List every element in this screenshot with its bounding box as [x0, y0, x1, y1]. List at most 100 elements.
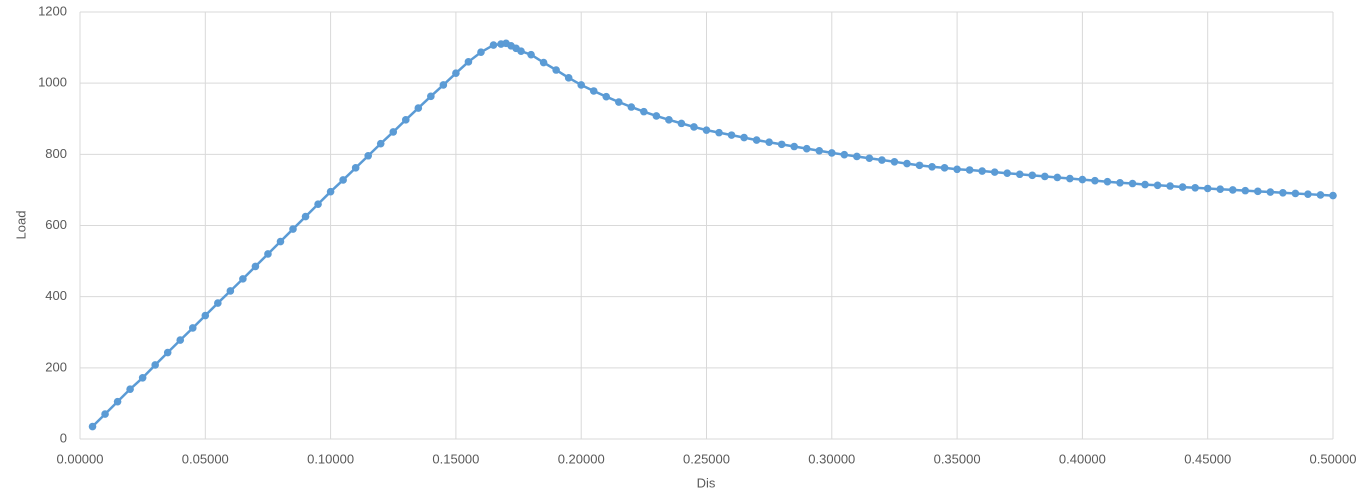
data-point [865, 154, 874, 163]
data-point [326, 187, 335, 196]
x-tick-label: 0.20000 [558, 451, 605, 466]
data-point [953, 165, 961, 174]
data-point [113, 397, 122, 406]
data-point [1015, 170, 1024, 179]
data-point [715, 128, 723, 137]
data-point [1316, 191, 1325, 199]
data-point [652, 112, 661, 120]
data-point [777, 140, 786, 149]
data-point [765, 138, 773, 147]
data-point [564, 74, 573, 82]
data-point [940, 164, 949, 172]
data-point [915, 161, 924, 170]
data-point [665, 116, 673, 124]
data-point [1291, 189, 1300, 198]
data-point [752, 136, 761, 144]
data-point [1241, 186, 1250, 195]
data-point [489, 41, 498, 49]
data-point [853, 152, 861, 161]
data-point [1178, 183, 1187, 191]
data-point [627, 103, 636, 111]
y-tick-label: 600 [45, 217, 67, 232]
data-point [226, 287, 235, 295]
data-point [1116, 179, 1124, 187]
data-point [965, 166, 974, 174]
x-tick-label: 0.30000 [808, 451, 855, 466]
data-point [414, 104, 423, 112]
x-tick-label: 0.50000 [1310, 451, 1357, 466]
data-point [314, 200, 322, 208]
data-point [214, 299, 222, 307]
data-point [727, 131, 736, 139]
data-point [1153, 181, 1162, 190]
data-point [251, 262, 260, 271]
data-point [690, 123, 698, 131]
data-point [517, 47, 525, 55]
data-point [640, 107, 648, 116]
data-point [1266, 188, 1275, 196]
data-point [276, 237, 285, 246]
x-tick-label: 0.10000 [307, 451, 354, 466]
data-point [1203, 184, 1212, 193]
data-point [815, 146, 824, 155]
y-tick-label: 800 [45, 146, 67, 161]
x-tick-label: 0.40000 [1059, 451, 1106, 466]
data-point [188, 324, 197, 332]
data-point [376, 139, 385, 148]
data-point [1041, 172, 1049, 181]
x-tick-label: 0.00000 [57, 451, 104, 466]
data-point [264, 250, 272, 258]
x-tick-label: 0.25000 [683, 451, 730, 466]
data-point [351, 164, 360, 172]
data-point [527, 50, 535, 59]
y-tick-label: 1000 [38, 75, 67, 90]
data-point [289, 225, 297, 233]
data-point [903, 159, 911, 168]
data-point [1053, 173, 1062, 182]
data-point [427, 92, 435, 101]
data-point [339, 176, 347, 184]
data-point [740, 133, 748, 142]
data-point [1103, 177, 1112, 186]
data-point [401, 116, 410, 124]
data-point [677, 119, 686, 128]
data-point [878, 156, 886, 164]
data-point [1228, 186, 1237, 194]
data-point [201, 311, 210, 320]
data-point [802, 144, 811, 153]
y-tick-label: 400 [45, 288, 67, 303]
data-point [890, 158, 899, 166]
data-point [1066, 174, 1074, 183]
data-point [151, 361, 159, 369]
data-point [978, 167, 986, 175]
data-point [1003, 169, 1012, 177]
data-point [1091, 176, 1099, 185]
data-point [163, 348, 172, 357]
data-point [828, 149, 836, 157]
data-point [1028, 171, 1037, 180]
data-point [840, 150, 849, 159]
y-tick-label: 1200 [38, 3, 67, 18]
data-point [101, 410, 109, 418]
data-point [539, 58, 548, 67]
data-point [1279, 188, 1287, 197]
data-point [790, 142, 799, 151]
data-point [88, 422, 97, 431]
data-point [176, 336, 185, 344]
x-tick-label: 0.35000 [934, 451, 981, 466]
data-point [552, 66, 560, 74]
data-point [126, 385, 134, 393]
data-point [389, 128, 398, 136]
y-tick-label: 0 [60, 430, 67, 445]
data-point [464, 58, 473, 66]
data-point [1128, 179, 1137, 188]
y-tick-label: 200 [45, 359, 67, 374]
data-point [1166, 182, 1174, 190]
data-point [239, 275, 247, 283]
data-point [477, 48, 485, 57]
data-point [602, 92, 611, 101]
data-point [1191, 183, 1199, 192]
data-point [364, 151, 372, 160]
data-point [614, 98, 623, 106]
